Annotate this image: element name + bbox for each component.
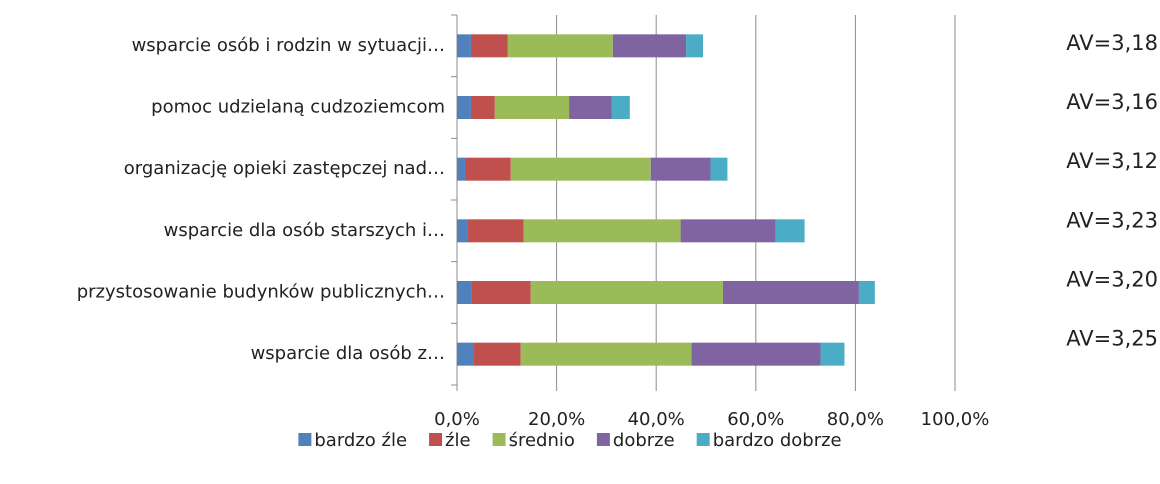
annotation: AV=3,23 xyxy=(1066,208,1158,232)
x-tick-label: 40,0% xyxy=(628,409,685,430)
legend-label: bardzo źle xyxy=(314,430,407,451)
legend-swatch xyxy=(696,433,710,446)
bar-segment xyxy=(507,34,613,58)
bar-segment xyxy=(611,96,630,119)
bar-segment xyxy=(457,342,474,366)
bar-segment xyxy=(457,219,468,243)
y-tick-label: pomoc udzielaną cudzoziemcom xyxy=(151,97,445,118)
bar-segment xyxy=(510,157,651,181)
legend-label: bardzo dobrze xyxy=(713,430,842,451)
bar-segment xyxy=(686,34,704,58)
legend-swatch xyxy=(492,433,506,446)
annotation: AV=3,16 xyxy=(1066,90,1158,114)
bar-segment xyxy=(470,96,495,119)
annotation: AV=3,20 xyxy=(1066,268,1158,292)
bar-segment xyxy=(710,157,728,181)
bar-segment xyxy=(680,219,776,243)
bar-segment xyxy=(569,96,612,119)
legend-swatch xyxy=(298,433,312,446)
y-tick-label: wsparcie dla osób starszych i… xyxy=(164,220,445,241)
bar-segment xyxy=(820,342,845,366)
bar-segment xyxy=(775,219,805,243)
bar-segment xyxy=(470,34,508,58)
legend-swatch xyxy=(429,433,443,446)
legend-label: średnio xyxy=(509,430,575,451)
legend-swatch xyxy=(596,433,610,446)
bar-segment xyxy=(457,281,472,304)
bar-segment xyxy=(494,96,570,119)
bar-segment xyxy=(650,157,711,181)
y-tick-label: organizację opieki zastępczej nad… xyxy=(124,158,445,179)
bar-segment xyxy=(457,96,471,119)
x-tick-label: 60,0% xyxy=(727,409,784,430)
annotation: AV=3,25 xyxy=(1066,327,1158,351)
bar-segment xyxy=(523,219,681,243)
legend-label: źle xyxy=(445,430,471,451)
x-tick-label: 20,0% xyxy=(528,409,585,430)
y-tick-label: wsparcie osób i rodzin w sytuacji… xyxy=(132,35,445,56)
legend-label: dobrze xyxy=(613,430,675,451)
bar-segment xyxy=(457,34,471,58)
bar-segment xyxy=(691,342,821,366)
y-tick-label: przystosowanie budynków publicznych… xyxy=(77,282,445,303)
bar-segment xyxy=(530,281,723,304)
bar-segment xyxy=(471,281,531,304)
x-tick-label: 0,0% xyxy=(434,409,480,430)
bar-segment xyxy=(467,219,524,243)
bar-segment xyxy=(612,34,687,58)
x-tick-label: 80,0% xyxy=(827,409,884,430)
bar-segment xyxy=(722,281,859,304)
x-tick-label: 100,0% xyxy=(921,409,990,430)
bar-segment xyxy=(473,342,521,366)
bar-segment xyxy=(520,342,692,366)
bar-segment xyxy=(858,281,875,304)
bar-segment xyxy=(457,157,465,181)
y-tick-label: wsparcie dla osób z… xyxy=(251,343,445,364)
annotation: AV=3,12 xyxy=(1066,149,1158,173)
bar-segment xyxy=(464,157,511,181)
annotation: AV=3,18 xyxy=(1066,31,1158,55)
